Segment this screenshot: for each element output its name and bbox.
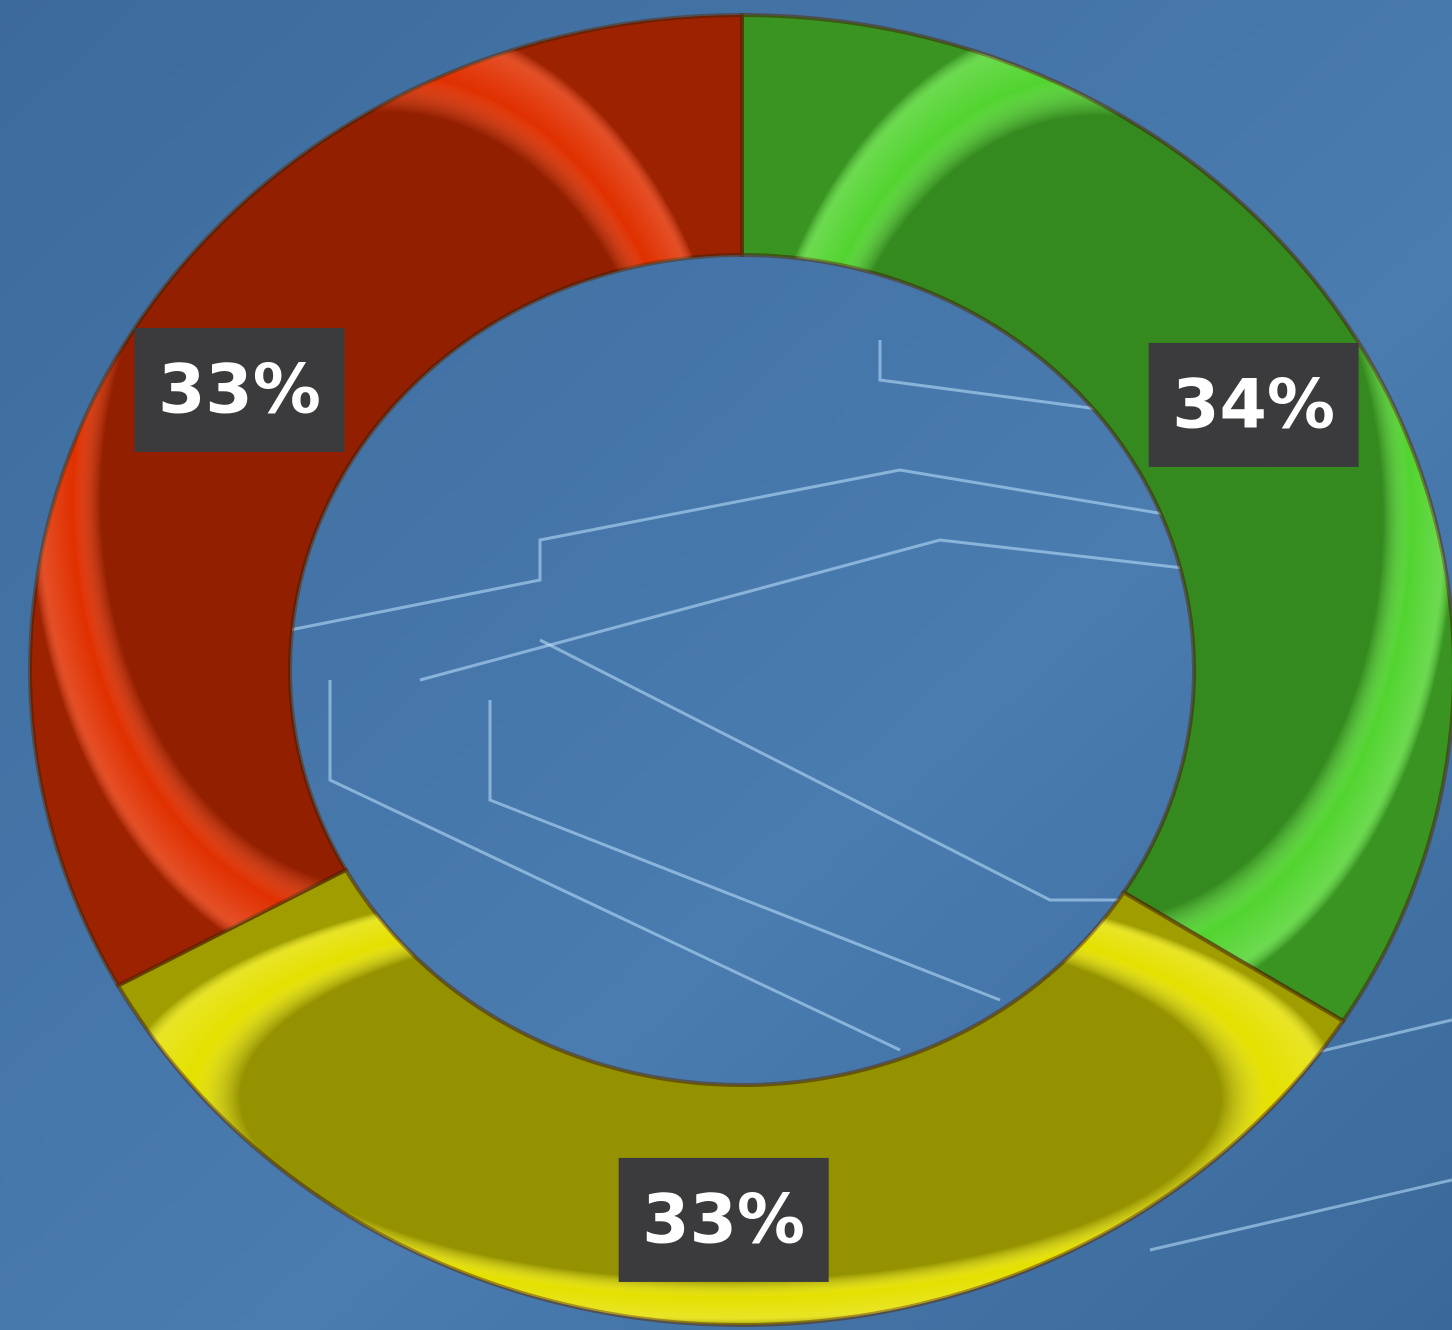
label-box [1148, 342, 1359, 467]
data-label: 33% [158, 350, 321, 429]
data-label: 34% [1172, 365, 1335, 444]
data-label: 33% [642, 1180, 805, 1259]
label-box [618, 1157, 829, 1282]
labels: 34% 33% 33% [134, 327, 1359, 1282]
label-box [134, 327, 345, 452]
